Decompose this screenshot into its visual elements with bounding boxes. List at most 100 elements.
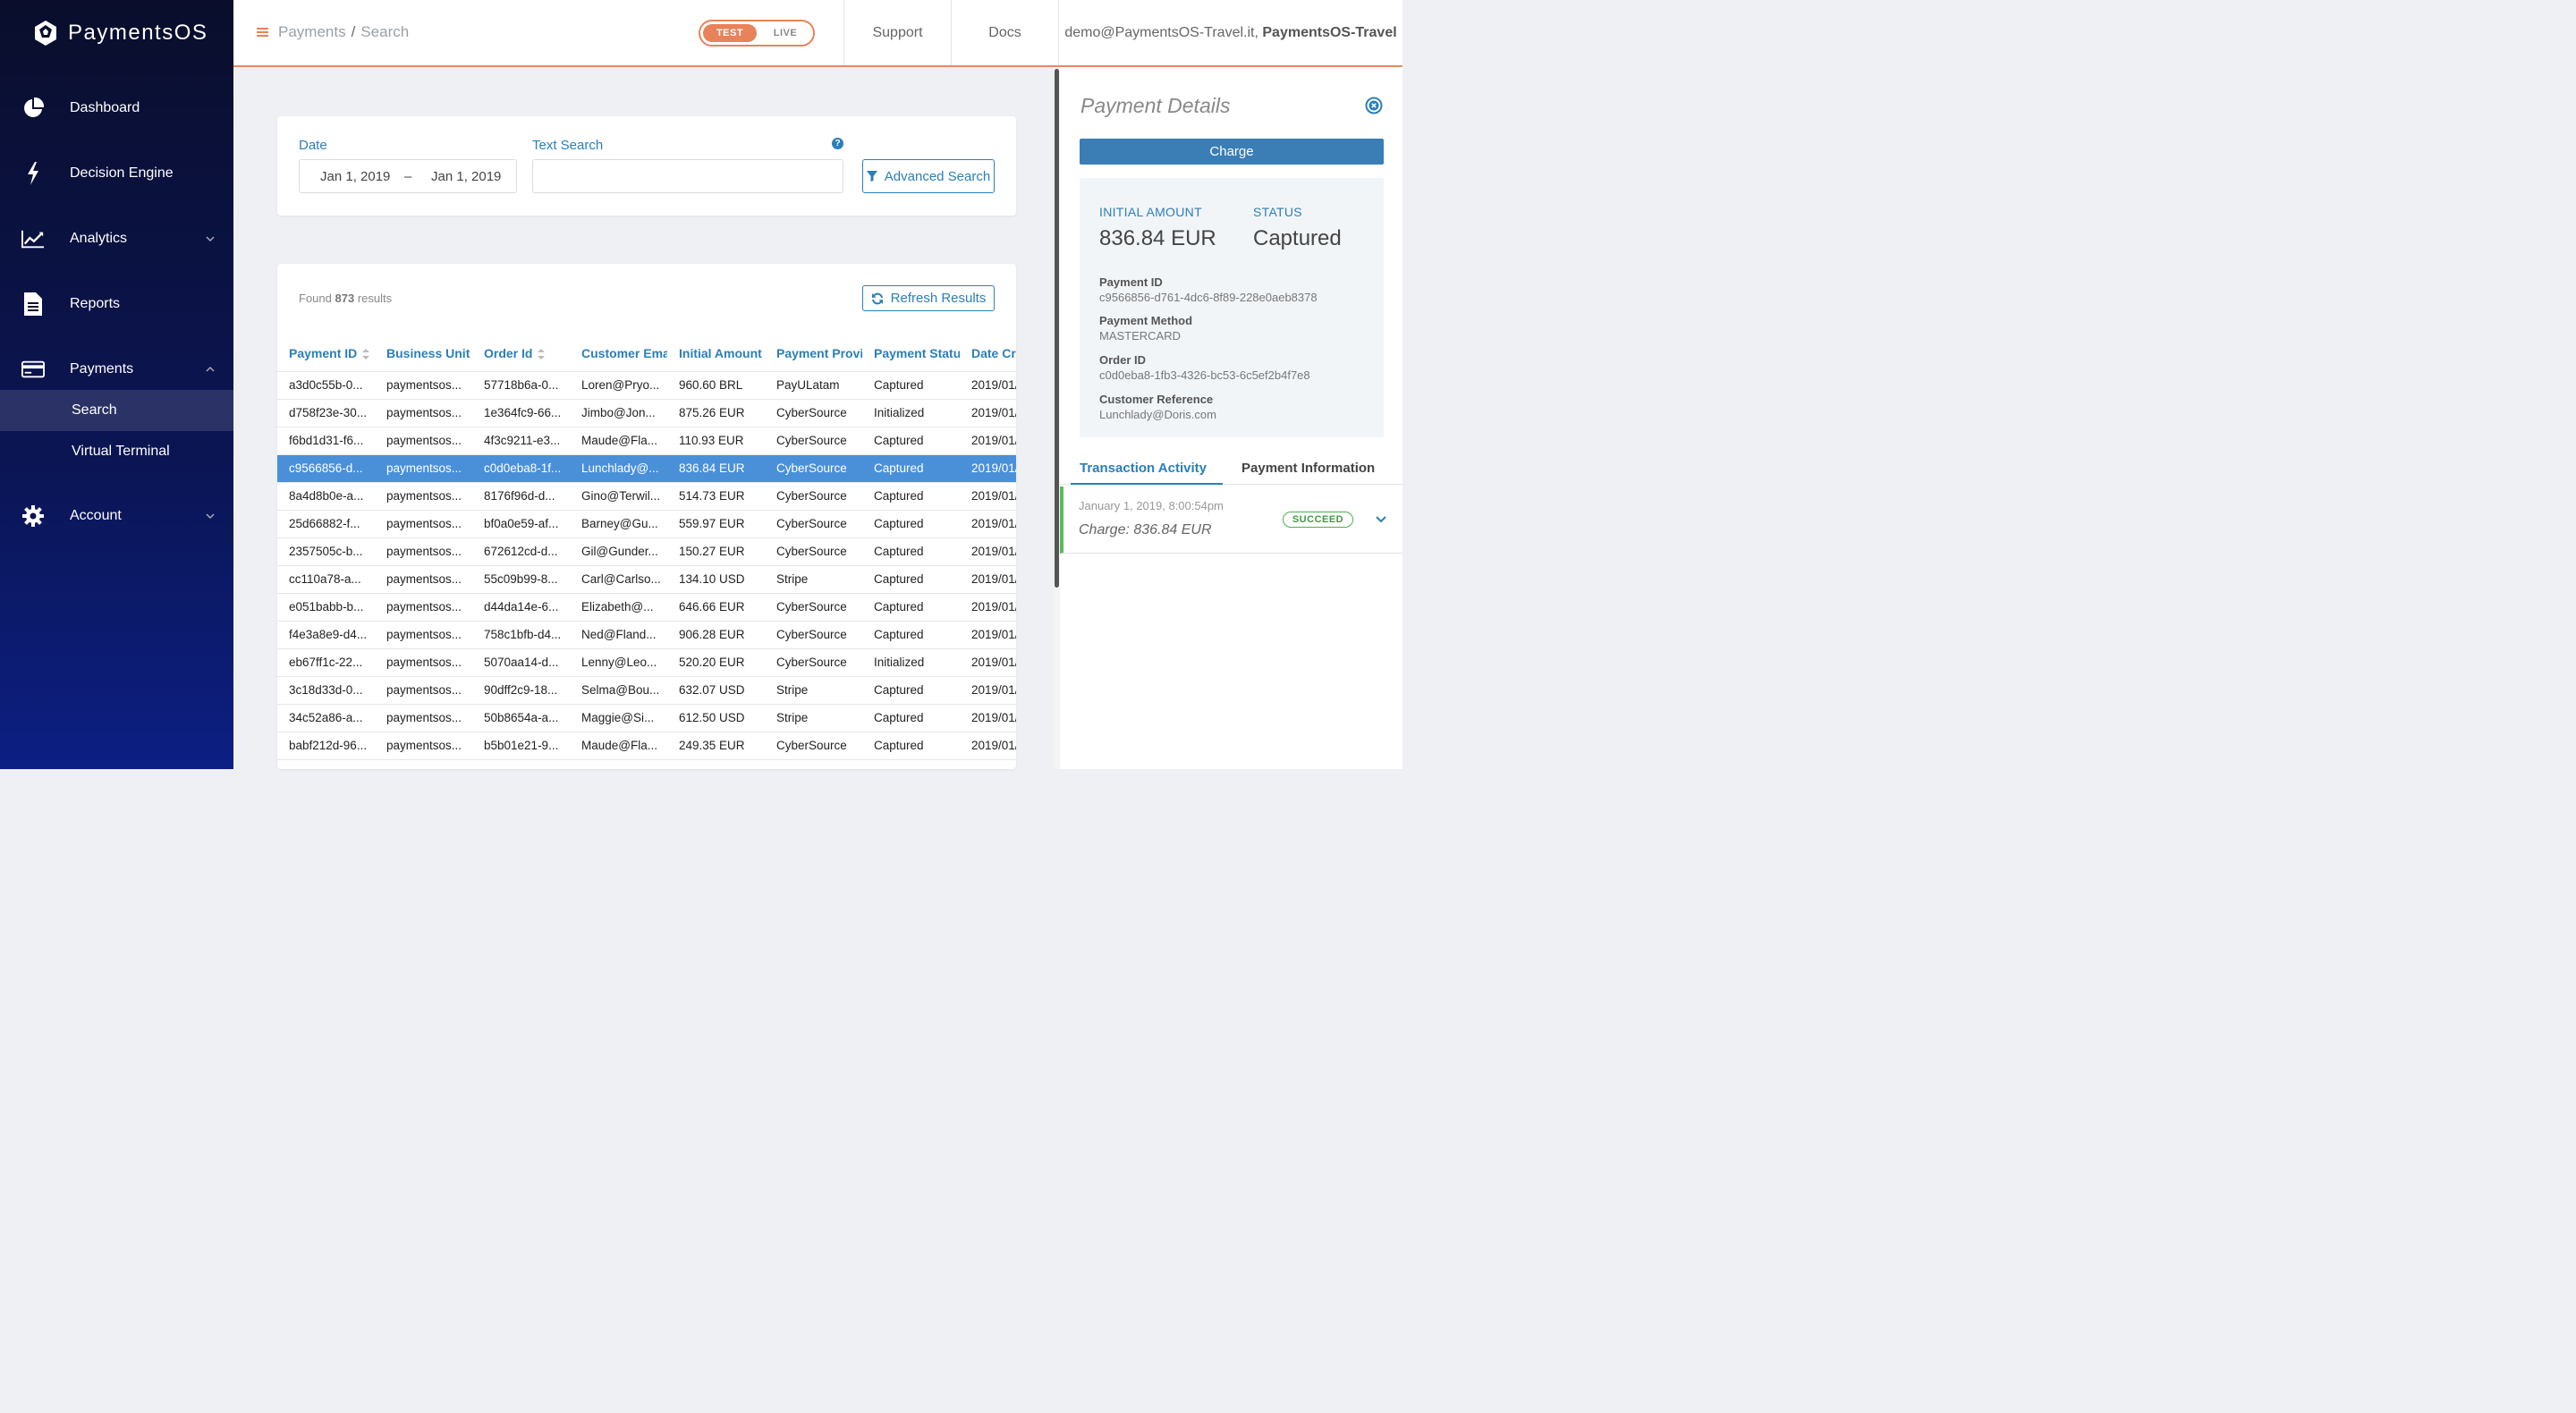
table-row[interactable]: d758f23e-30... paymentsos... 1e364fc9-66..… — [277, 399, 1016, 427]
table-cell: Captured — [862, 537, 960, 566]
table-cell: 2019/01/ — [960, 676, 1016, 705]
user-account[interactable]: demo@PaymentsOS-Travel.it, PaymentsOS-Tr… — [1058, 0, 1402, 65]
sidebar-item-dashboard[interactable]: Dashboard — [0, 88, 233, 129]
payment-id-label: Payment ID — [1099, 275, 1163, 289]
table-cell: 8176f96d-d... — [472, 482, 570, 511]
table-cell: 2019/01/ — [960, 732, 1016, 760]
table-cell: 2019/01/ — [960, 510, 1016, 538]
text-search-input[interactable] — [532, 159, 843, 193]
column-header[interactable]: Order Id — [472, 335, 570, 372]
tab-transaction-activity[interactable]: Transaction Activity — [1080, 461, 1207, 476]
table-row[interactable]: 25d66882-f... paymentsos... bf0a0e59-af...… — [277, 510, 1016, 538]
date-dash: – — [404, 169, 412, 184]
text-search-label: Text Search — [532, 138, 604, 153]
table-cell: 875.26 EUR — [667, 399, 765, 427]
column-header[interactable]: Payment ID — [277, 335, 375, 372]
refresh-results-button[interactable]: Refresh Results — [862, 285, 995, 311]
customer-reference-label: Customer Reference — [1099, 393, 1214, 406]
logo-icon — [35, 21, 56, 46]
active-tab-indicator — [1071, 483, 1223, 485]
results-count-suffix: results — [357, 292, 393, 305]
table-row[interactable]: 34c52a86-a... paymentsos... 50b8654a-a... M… — [277, 704, 1016, 732]
table-cell: 906.28 EUR — [667, 621, 765, 649]
table-cell: 5070aa14-d... — [472, 648, 570, 677]
table-row[interactable]: c9566856-d... paymentsos... c0d0eba8-1f...… — [277, 454, 1016, 483]
sidebar-item-analytics[interactable]: Analytics — [0, 218, 233, 259]
table-cell: 134.10 USD — [667, 565, 765, 594]
table-row[interactable]: f4e3a8e9-d4... paymentsos... 758c1bfb-d4..… — [277, 621, 1016, 649]
date-from: Jan 1, 2019 — [320, 169, 391, 184]
docs-link[interactable]: Docs — [951, 0, 1058, 65]
sidebar: PaymentsOS Dashboard Decision Engine Ana… — [0, 0, 233, 769]
date-range-picker[interactable]: Jan 1, 2019 – Jan 1, 2019 — [299, 159, 517, 193]
table-row[interactable]: 2357505c-b... paymentsos... 672612cd-d... G… — [277, 537, 1016, 566]
document-icon — [21, 292, 45, 316]
sort-icon[interactable] — [538, 348, 546, 360]
sidebar-item-decision-engine[interactable]: Decision Engine — [0, 153, 233, 194]
table-cell: bf0a0e59-af... — [472, 510, 570, 538]
close-icon[interactable] — [1365, 97, 1383, 114]
table-cell: 57718b6a-0... — [472, 371, 570, 400]
transaction-activity-item[interactable]: January 1, 2019, 8:00:54pm Charge: 836.8… — [1060, 487, 1402, 554]
pie-chart-icon — [21, 97, 45, 119]
table-row[interactable]: f6bd1d31-f6... paymentsos... 4f3c9211-e3..… — [277, 427, 1016, 455]
test-mode-option[interactable]: TEST — [703, 24, 757, 42]
environment-toggle[interactable]: TEST LIVE — [699, 20, 815, 47]
tab-payment-information[interactable]: Payment Information — [1241, 461, 1376, 476]
table-cell: cc110a78-a... — [277, 565, 375, 594]
logo[interactable]: PaymentsOS — [32, 20, 208, 47]
table-row[interactable]: babf212d-96... paymentsos... b5b01e21-9...… — [277, 732, 1016, 760]
table-cell: paymentsos... — [375, 454, 472, 483]
support-link[interactable]: Support — [843, 0, 951, 65]
table-cell: paymentsos... — [375, 593, 472, 622]
table-cell: paymentsos... — [375, 704, 472, 732]
table-row[interactable]: cc110a78-a... paymentsos... 55c09b99-8... C… — [277, 565, 1016, 594]
hamburger-menu-icon[interactable] — [257, 26, 269, 38]
table-row[interactable]: eb67ff1c-22... paymentsos... 5070aa14-d...… — [277, 648, 1016, 677]
scrollbar-thumb[interactable] — [1055, 69, 1059, 588]
table-cell: Maude@Fla... — [570, 427, 667, 455]
live-mode-option[interactable]: LIVE — [773, 28, 798, 38]
table-cell: Captured — [862, 482, 960, 511]
order-id-value: c0d0eba8-1fb3-4326-bc53-6c5ef2b4f7e8 — [1099, 368, 1310, 382]
breadcrumb-current: Search — [360, 23, 410, 40]
main-scrollbar[interactable] — [1054, 67, 1060, 769]
table-row[interactable]: e051babb-b... paymentsos... d44da14e-6... E… — [277, 593, 1016, 622]
table-cell: 612.50 USD — [667, 704, 765, 732]
table-cell: Captured — [862, 704, 960, 732]
sort-icon[interactable] — [362, 348, 370, 360]
sidebar-item-reports[interactable]: Reports — [0, 283, 233, 325]
column-header[interactable]: Payment Status — [862, 335, 960, 372]
table-cell: Barney@Gu... — [570, 510, 667, 538]
charge-button[interactable]: Charge — [1080, 139, 1384, 165]
column-header[interactable]: Payment Provider — [765, 335, 862, 372]
table-cell: Carl@Carlso... — [570, 565, 667, 594]
table-cell: babf212d-96... — [277, 732, 375, 760]
advanced-search-button[interactable]: Advanced Search — [862, 159, 995, 193]
column-header[interactable]: Initial Amount — [667, 335, 765, 372]
table-cell: 2019/01/ — [960, 593, 1016, 622]
advanced-search-label: Advanced Search — [884, 168, 991, 184]
breadcrumb-root[interactable]: Payments — [278, 23, 346, 40]
table-cell: Captured — [862, 621, 960, 649]
column-header[interactable]: Business Unit — [375, 335, 472, 372]
sidebar-subitem-search[interactable]: Search — [0, 390, 233, 431]
sidebar-subitem-virtual-terminal[interactable]: Virtual Terminal — [0, 431, 233, 472]
table-row[interactable]: a3d0c55b-0... paymentsos... 57718b6a-0... L… — [277, 371, 1016, 400]
sidebar-item-label: Dashboard — [70, 100, 140, 115]
sidebar-item-account[interactable]: Account — [0, 495, 233, 537]
help-icon[interactable]: ? — [832, 138, 843, 149]
results-count: Found 873 results — [299, 292, 392, 305]
panel-title: Payment Details — [1080, 94, 1231, 117]
sidebar-item-label: Payments — [70, 361, 134, 377]
table-cell: Maggie@Si... — [570, 704, 667, 732]
column-header-label: Date Created — [971, 345, 1016, 360]
table-row[interactable]: 3c18d33d-0... paymentsos... 90dff2c9-18...… — [277, 676, 1016, 705]
column-header[interactable]: Customer Email — [570, 335, 667, 372]
column-header[interactable]: Date Created — [960, 335, 1016, 372]
table-cell: CyberSource — [765, 537, 862, 566]
sidebar-item-payments[interactable]: Payments — [0, 349, 233, 390]
table-cell: c9566856-d... — [277, 454, 375, 483]
table-row[interactable]: 8a4d8b0e-a... paymentsos... 8176f96d-d... G… — [277, 482, 1016, 511]
chevron-down-icon[interactable] — [1375, 513, 1387, 526]
